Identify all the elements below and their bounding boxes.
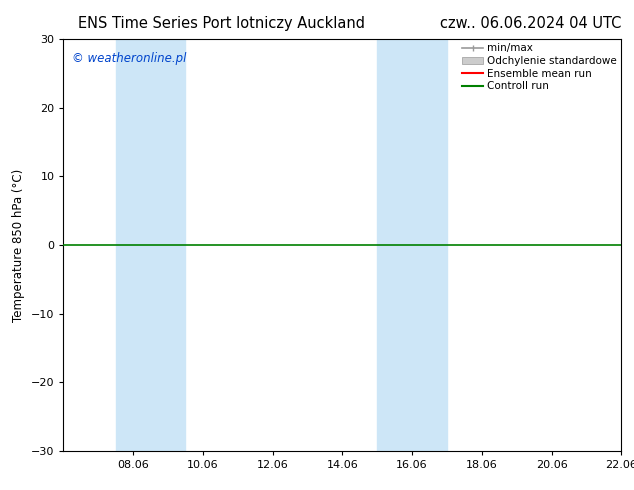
Text: © weatheronline.pl: © weatheronline.pl xyxy=(72,51,186,65)
Y-axis label: Temperature 850 hPa (°C): Temperature 850 hPa (°C) xyxy=(12,169,25,321)
Bar xyxy=(115,39,185,451)
Text: ENS Time Series Port lotniczy Auckland: ENS Time Series Port lotniczy Auckland xyxy=(79,16,365,31)
Legend: min/max, Odchylenie standardowe, Ensemble mean run, Controll run: min/max, Odchylenie standardowe, Ensembl… xyxy=(460,41,619,93)
Bar xyxy=(377,39,447,451)
Text: czw.. 06.06.2024 04 UTC: czw.. 06.06.2024 04 UTC xyxy=(440,16,621,31)
